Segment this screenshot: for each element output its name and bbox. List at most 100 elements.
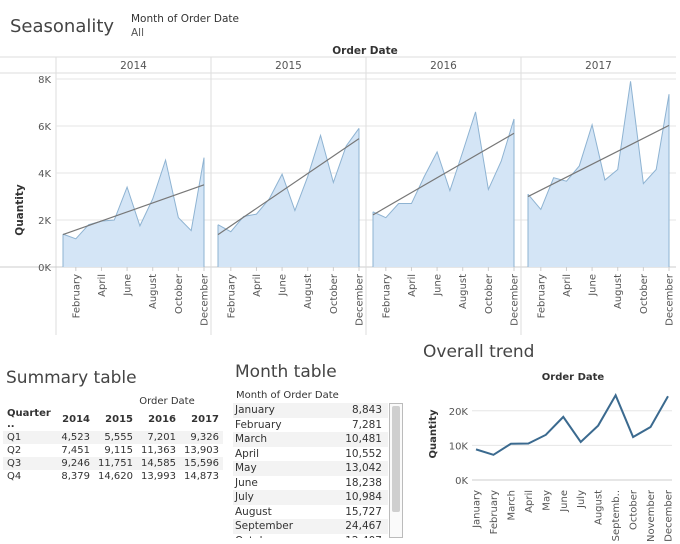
month-name: January xyxy=(235,404,275,416)
summary-cell: 11,363 xyxy=(141,445,176,456)
seasonality-y-ticks: 0K 2K 4K 6K 8K xyxy=(38,75,51,274)
summary-row-label: Q2 xyxy=(7,445,22,456)
season-line xyxy=(372,111,515,219)
overall-x-tick-label: March xyxy=(506,490,517,520)
x-tick-label: April xyxy=(407,274,418,297)
month-row: May 13,042 xyxy=(233,461,388,476)
month-row: August 15,727 xyxy=(233,505,388,520)
overall-x-tick-label: February xyxy=(489,490,500,534)
overall-x-tick-label: December xyxy=(664,489,675,542)
month-value: 12,407 xyxy=(345,534,382,539)
overall-y-tick-label: 0K xyxy=(455,476,468,487)
month-name: June xyxy=(235,476,258,489)
x-tick-label: April xyxy=(97,274,108,297)
y-tick-label: 2K xyxy=(38,216,51,227)
x-tick-label: April xyxy=(562,274,573,297)
summary-row: Q3 9,246 11,751 14,585 15,596 xyxy=(3,457,223,470)
summary-col-header: 2014 xyxy=(62,413,90,425)
overall-x-tick-label: November xyxy=(646,489,657,542)
summary-col-header: 2015 xyxy=(105,413,133,425)
month-name: September xyxy=(235,520,294,532)
summary-cell: 9,326 xyxy=(180,431,223,444)
overall-x-tick-label: Septemb.. xyxy=(611,490,622,541)
x-tick-label: June xyxy=(278,274,289,297)
seasonality-header: Order Date xyxy=(332,45,398,57)
season-area xyxy=(528,81,669,267)
month-value: 7,281 xyxy=(351,418,382,431)
summary-row-label: Q3 xyxy=(3,457,58,470)
month-filter-value[interactable]: All xyxy=(131,27,145,39)
summary-table: Quarter .. 2014 2015 2016 2017 Q1 4,523 5,… xyxy=(3,407,223,483)
month-row: July 10,984 xyxy=(233,490,388,505)
x-tick-label: October xyxy=(484,273,495,314)
month-table-scrollbar[interactable] xyxy=(389,403,403,538)
overall-x-tick-label: January xyxy=(472,490,483,529)
month-value: 18,238 xyxy=(345,476,382,489)
month-filter-label: Month of Order Date xyxy=(131,13,239,25)
summary-row: Q2 7,451 9,115 11,363 13,903 xyxy=(3,444,223,457)
x-tick-label: June xyxy=(433,274,444,297)
summary-row-label: Q1 xyxy=(3,431,58,444)
panel-year-label: 2016 xyxy=(430,60,457,72)
panel-year-label: 2015 xyxy=(275,60,302,72)
month-row: September 24,467 xyxy=(233,519,388,534)
seasonality-title: Seasonality xyxy=(10,16,115,37)
summary-cell: 11,751 xyxy=(94,457,137,470)
summary-cell: 5,555 xyxy=(94,431,137,444)
month-name: July xyxy=(235,491,254,503)
month-row: February 7,281 xyxy=(233,418,388,433)
season-line xyxy=(62,157,205,240)
y-tick-label: 4K xyxy=(38,169,51,180)
summary-row-label: Q4 xyxy=(7,471,22,482)
month-value: 15,727 xyxy=(345,505,382,518)
overall-y-tick-label: 20K xyxy=(449,407,469,418)
x-tick-label: February xyxy=(536,274,547,318)
summary-cell: 13,993 xyxy=(141,471,176,482)
month-table-list[interactable]: January 8,843 February 7,281 March 10,481 Apri… xyxy=(233,403,388,538)
x-tick-label: August xyxy=(613,274,624,309)
seasonality-chart: Order Date Quantity 0K 2K 4K 6K 8K 2014 Febru… xyxy=(0,45,676,335)
summary-row: Q1 4,523 5,555 7,201 9,326 xyxy=(3,431,223,444)
month-value: 8,843 xyxy=(351,404,382,416)
season-panel-2015: 2015 February April June August October Decemb… xyxy=(210,57,366,335)
overall-header: Order Date xyxy=(542,372,605,383)
summary-row: Q4 8,379 14,620 13,993 14,873 xyxy=(3,470,223,483)
x-tick-label: October xyxy=(639,273,650,314)
x-tick-label: April xyxy=(252,274,263,297)
overall-x-tick-label: June xyxy=(559,490,570,513)
summary-col-header: 2017 xyxy=(191,413,219,425)
season-area xyxy=(63,157,204,267)
month-table-scroll-thumb[interactable] xyxy=(392,406,400,512)
summary-header: Order Date xyxy=(139,396,195,407)
summary-cell: 9,115 xyxy=(104,445,133,456)
month-name: April xyxy=(235,447,259,460)
summary-row-header: Quarter .. xyxy=(7,408,51,430)
season-panel-2016: 2016 February April June August October Decemb… xyxy=(365,57,521,335)
overall-trend-line xyxy=(475,393,669,456)
summary-cell: 13,903 xyxy=(184,445,219,456)
panel-year-label: 2014 xyxy=(120,60,147,72)
seasonality-y-axis-label: Quantity xyxy=(14,184,26,236)
month-name: October xyxy=(235,534,277,539)
month-value: 13,042 xyxy=(345,462,382,474)
summary-cell: 7,451 xyxy=(61,445,90,456)
overall-x-tick-label: July xyxy=(576,490,587,509)
month-table-header: Month of Order Date xyxy=(236,390,339,401)
summary-cell: 15,596 xyxy=(180,457,223,470)
trend-line xyxy=(372,132,515,216)
month-row: January 8,843 xyxy=(233,403,388,418)
y-tick-label: 0K xyxy=(38,263,51,274)
x-tick-label: August xyxy=(303,274,314,309)
summary-title: Summary table xyxy=(6,368,137,388)
x-tick-label: June xyxy=(588,274,599,297)
overall-x-tick-label: April xyxy=(524,490,535,513)
summary-cell: 4,523 xyxy=(57,431,94,444)
month-name: February xyxy=(235,418,282,431)
summary-cell: 8,379 xyxy=(61,471,90,482)
overall-y-axis-label: Quantity xyxy=(428,409,439,458)
summary-cell: 14,620 xyxy=(98,471,133,482)
overall-x-tick-label: August xyxy=(594,490,605,525)
panel-year-label: 2017 xyxy=(585,60,612,72)
month-row: October 12,407 xyxy=(233,534,388,539)
overall-title: Overall trend xyxy=(423,342,535,362)
